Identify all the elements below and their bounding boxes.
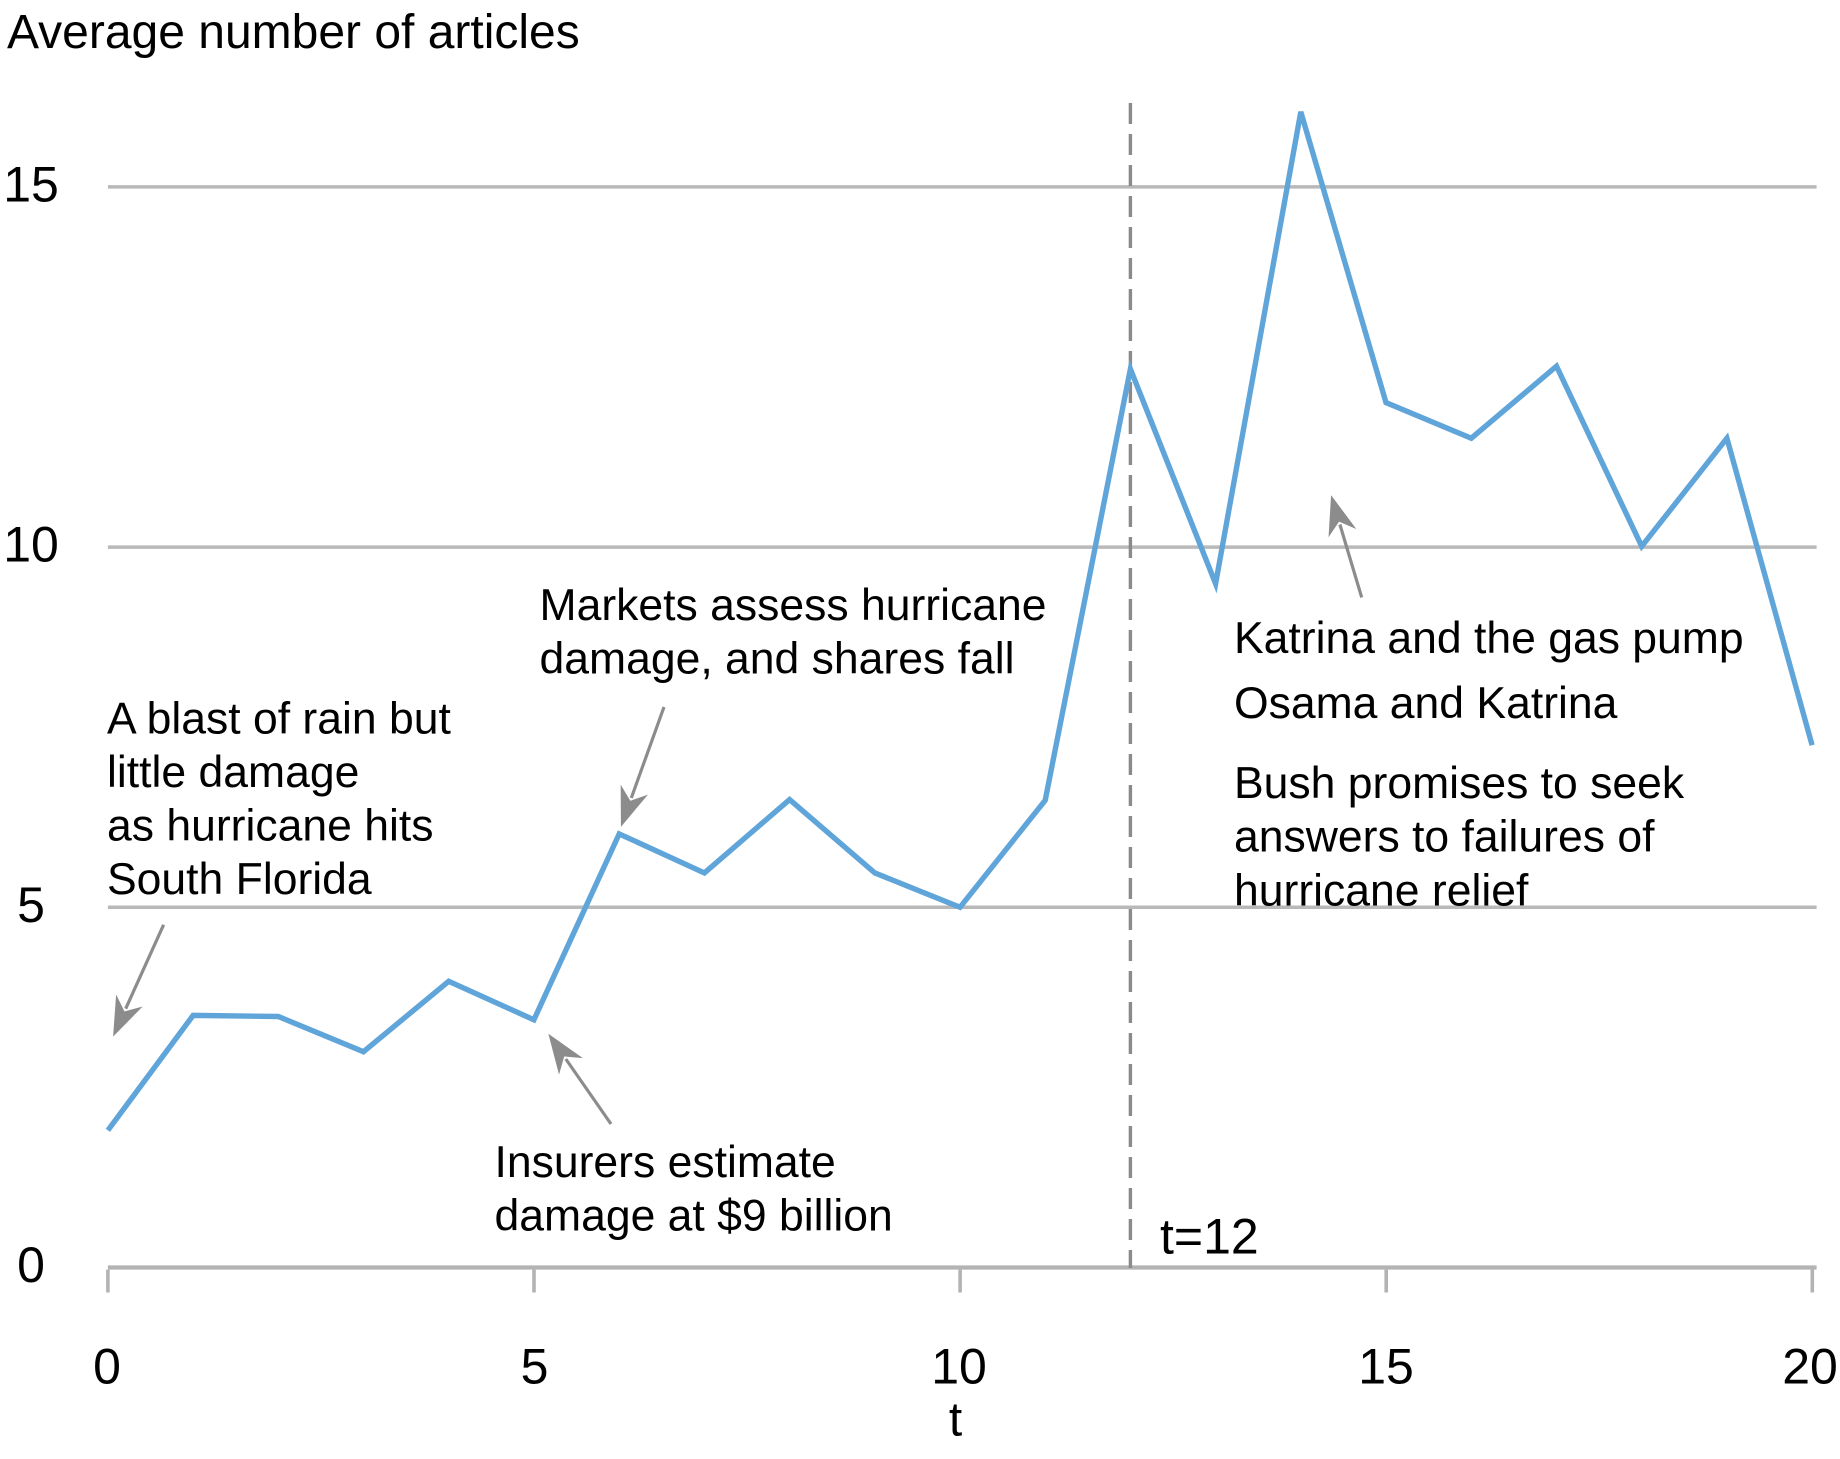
svg-text:10: 10 bbox=[3, 517, 59, 573]
svg-text:Osama and Katrina: Osama and Katrina bbox=[1234, 679, 1618, 728]
svg-text:damage, and shares fall: damage, and shares fall bbox=[540, 635, 1015, 684]
svg-text:Insurers estimate: Insurers estimate bbox=[495, 1138, 836, 1187]
svg-text:Markets assess hurricane: Markets assess hurricane bbox=[540, 581, 1047, 630]
svg-text:answers to failures of: answers to failures of bbox=[1234, 813, 1655, 862]
svg-text:damage at $9 billion: damage at $9 billion bbox=[495, 1191, 893, 1240]
svg-text:20: 20 bbox=[1782, 1338, 1838, 1394]
svg-text:0: 0 bbox=[17, 1237, 45, 1293]
svg-text:South Florida: South Florida bbox=[107, 855, 372, 904]
svg-text:5: 5 bbox=[17, 877, 45, 933]
svg-text:t=12: t=12 bbox=[1160, 1209, 1259, 1265]
svg-text:15: 15 bbox=[3, 157, 59, 213]
svg-text:Bush promises to seek: Bush promises to seek bbox=[1234, 759, 1685, 808]
svg-text:Katrina and the gas pump: Katrina and the gas pump bbox=[1234, 614, 1744, 663]
svg-text:little damage: little damage bbox=[107, 748, 359, 797]
svg-text:t: t bbox=[949, 1394, 962, 1447]
svg-text:hurricane relief: hurricane relief bbox=[1234, 867, 1529, 916]
svg-text:10: 10 bbox=[931, 1338, 987, 1394]
svg-text:as hurricane hits: as hurricane hits bbox=[107, 801, 434, 850]
svg-text:0: 0 bbox=[93, 1338, 121, 1394]
svg-text:15: 15 bbox=[1358, 1338, 1414, 1394]
svg-text:A blast of rain but: A blast of rain but bbox=[107, 695, 451, 744]
svg-text:5: 5 bbox=[521, 1338, 549, 1394]
svg-text:Average number of articles: Average number of articles bbox=[7, 6, 580, 59]
